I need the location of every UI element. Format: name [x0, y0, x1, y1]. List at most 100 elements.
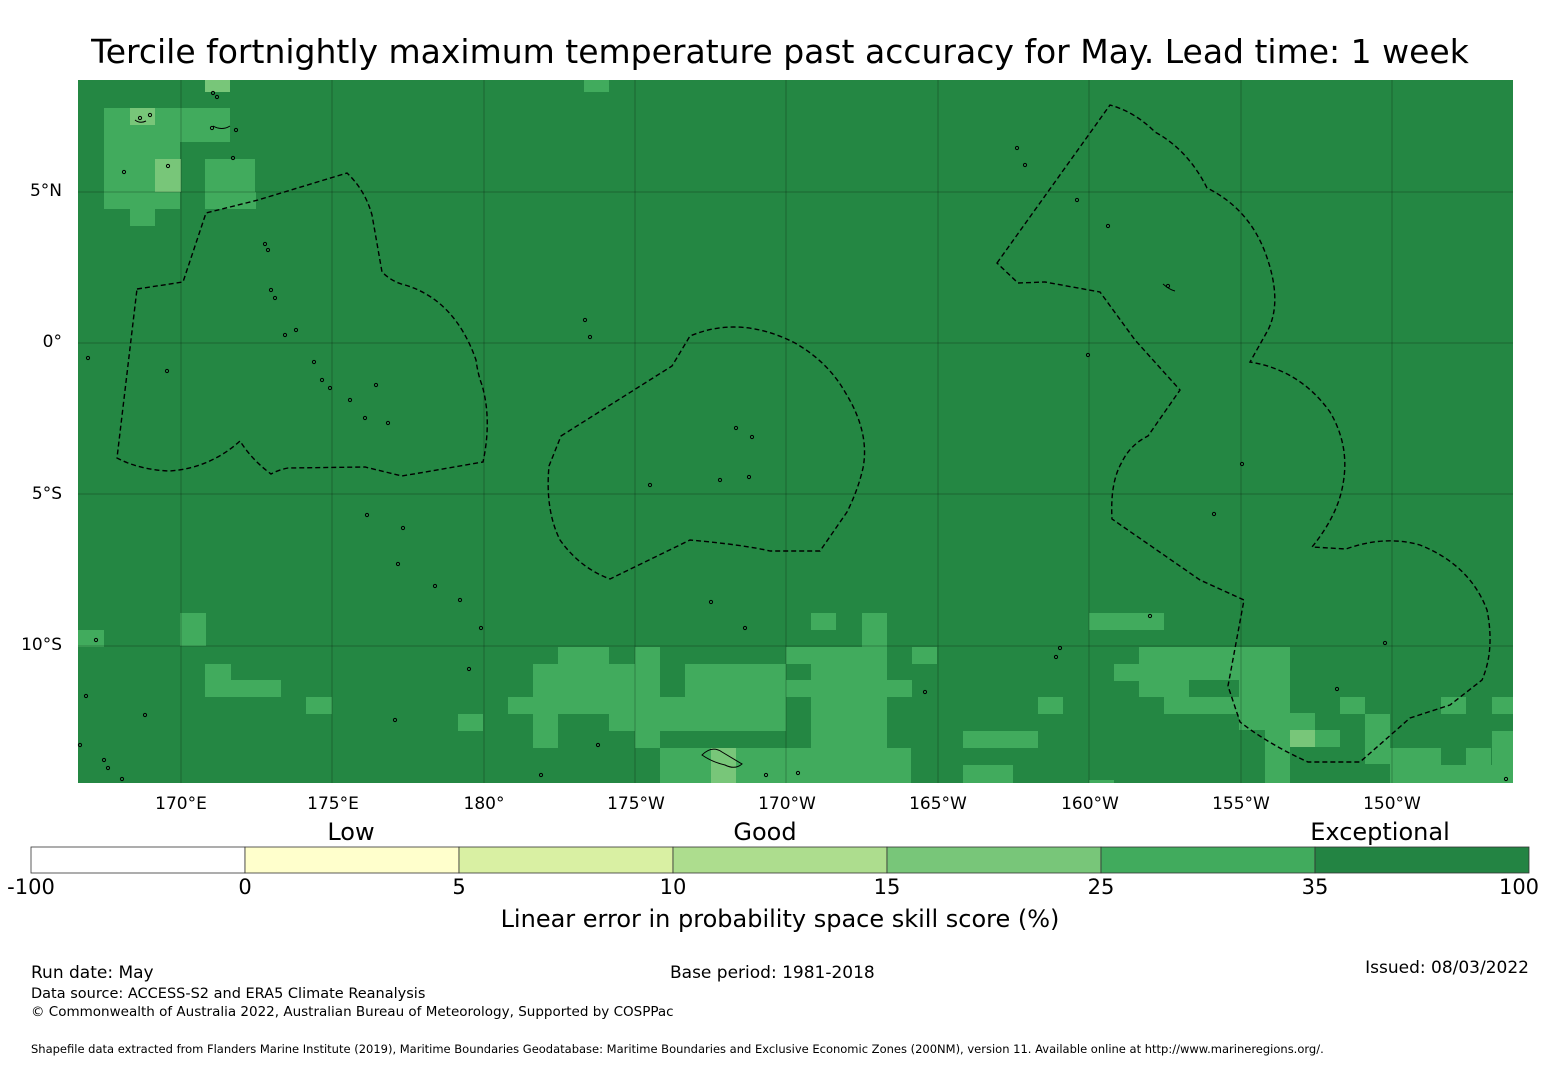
- colorbar-segment: [1314, 846, 1530, 874]
- skill-patch: [862, 613, 887, 647]
- skill-patch: [533, 664, 635, 714]
- island-outline: [93, 637, 99, 643]
- island-outline: [1105, 223, 1111, 229]
- island-outline: [400, 525, 406, 531]
- skill-patch: [1164, 697, 1239, 714]
- skill-patch: [180, 613, 206, 646]
- island-outline: [1382, 640, 1388, 646]
- island-outline: [164, 368, 170, 374]
- skill-patch: [1315, 730, 1340, 747]
- skill-patch: [558, 647, 609, 664]
- island-outline: [595, 742, 601, 748]
- island-outline: [319, 377, 325, 383]
- island-outline: [733, 425, 739, 431]
- island-outline: [137, 115, 143, 121]
- skill-patch: [736, 748, 911, 783]
- island-outline: [1211, 511, 1217, 517]
- lat-label-5n: 5°N: [29, 181, 62, 201]
- lon-label-160w: 160°W: [1061, 794, 1119, 814]
- skill-patch: [635, 697, 786, 731]
- skill-patch: [306, 697, 332, 714]
- colorbar-tick: 10: [659, 875, 687, 899]
- skill-patch: [1265, 730, 1290, 783]
- colorbar-tick: 100: [1498, 875, 1540, 899]
- skill-patch: [1441, 765, 1492, 783]
- skill-patch: [180, 108, 230, 142]
- skill-patch: [635, 647, 660, 697]
- skill-patch: [1340, 697, 1365, 714]
- island-outline: [717, 477, 723, 483]
- lat-label-10s: 10°S: [21, 635, 62, 655]
- graticule: [78, 80, 1513, 783]
- island-outline: [105, 765, 111, 771]
- island-outline: [121, 169, 127, 175]
- island-outline: [763, 772, 769, 778]
- colorbar-tick: 15: [873, 875, 901, 899]
- island-outline: [1053, 654, 1059, 660]
- island-outline: [268, 287, 274, 293]
- island-outline: [1057, 645, 1063, 651]
- skill-patch: [230, 680, 281, 697]
- skill-patch: [584, 80, 609, 92]
- data-source: Data source: ACCESS-S2 and ERA5 Climate …: [31, 986, 426, 1002]
- island-outline: [233, 127, 239, 133]
- colorbar-segment: [672, 846, 888, 874]
- skill-patch: [609, 714, 635, 731]
- island-outline: [373, 382, 379, 388]
- eez-boundaries: [116, 104, 1491, 763]
- island-outline: [230, 155, 236, 161]
- island-outline: [749, 434, 755, 440]
- island-outline: [1503, 776, 1509, 782]
- island-outline: [1022, 162, 1028, 168]
- colorbar: [30, 846, 1530, 874]
- island-outline: [1147, 613, 1153, 619]
- island-outline: [364, 512, 370, 518]
- island-outline: [478, 625, 484, 631]
- skill-patch: [887, 680, 912, 697]
- island-outline: [742, 625, 748, 631]
- island-outline: [147, 112, 153, 118]
- island-outline: [457, 597, 463, 603]
- island-outline: [265, 247, 271, 253]
- category-low: Low: [327, 818, 375, 846]
- skill-patch: [963, 731, 1038, 748]
- island-outline: [119, 776, 125, 782]
- shapefile-credit: Shapefile data extracted from Flanders M…: [31, 1042, 1324, 1056]
- island-outline: [362, 415, 368, 421]
- colorbar-segment: [1100, 846, 1316, 874]
- island-outline: [432, 583, 438, 589]
- colorbar-tick: 25: [1087, 875, 1115, 899]
- skill-patch: [635, 731, 660, 748]
- issued-date: Issued: 08/03/2022: [1365, 958, 1529, 978]
- skill-patch: [811, 613, 836, 630]
- island-outline: [392, 717, 398, 723]
- colorbar-tick: 5: [452, 875, 466, 899]
- map-background: [78, 80, 1513, 783]
- island-outline: [85, 355, 91, 361]
- island-outline: [214, 94, 220, 100]
- island-outline: [795, 770, 801, 776]
- island-outline: [210, 90, 216, 96]
- skill-patch: [205, 80, 230, 92]
- lon-label-170e: 170°E: [155, 794, 207, 814]
- skill-patch: [1114, 664, 1140, 681]
- island-outline: [922, 689, 928, 695]
- island-outline: [83, 693, 89, 699]
- island-outline: [282, 332, 288, 338]
- colorbar-tick: 35: [1301, 875, 1329, 899]
- skill-patch: [1441, 697, 1466, 714]
- colorbar-segment: [244, 846, 460, 874]
- skill-patch: [685, 664, 786, 697]
- island-outline: [347, 397, 353, 403]
- island-outline: [101, 757, 107, 763]
- lon-label-175e: 175°E: [307, 794, 359, 814]
- island-outline: [395, 561, 401, 567]
- colorbar-tick: 0: [238, 875, 252, 899]
- coastlines: [77, 90, 1509, 782]
- island-outline: [311, 359, 317, 365]
- lon-label-170w: 170°W: [758, 794, 816, 814]
- skill-patch: [1089, 613, 1164, 630]
- skill-patch: [508, 697, 534, 714]
- island-outline: [77, 742, 83, 748]
- island-outline: [327, 385, 333, 391]
